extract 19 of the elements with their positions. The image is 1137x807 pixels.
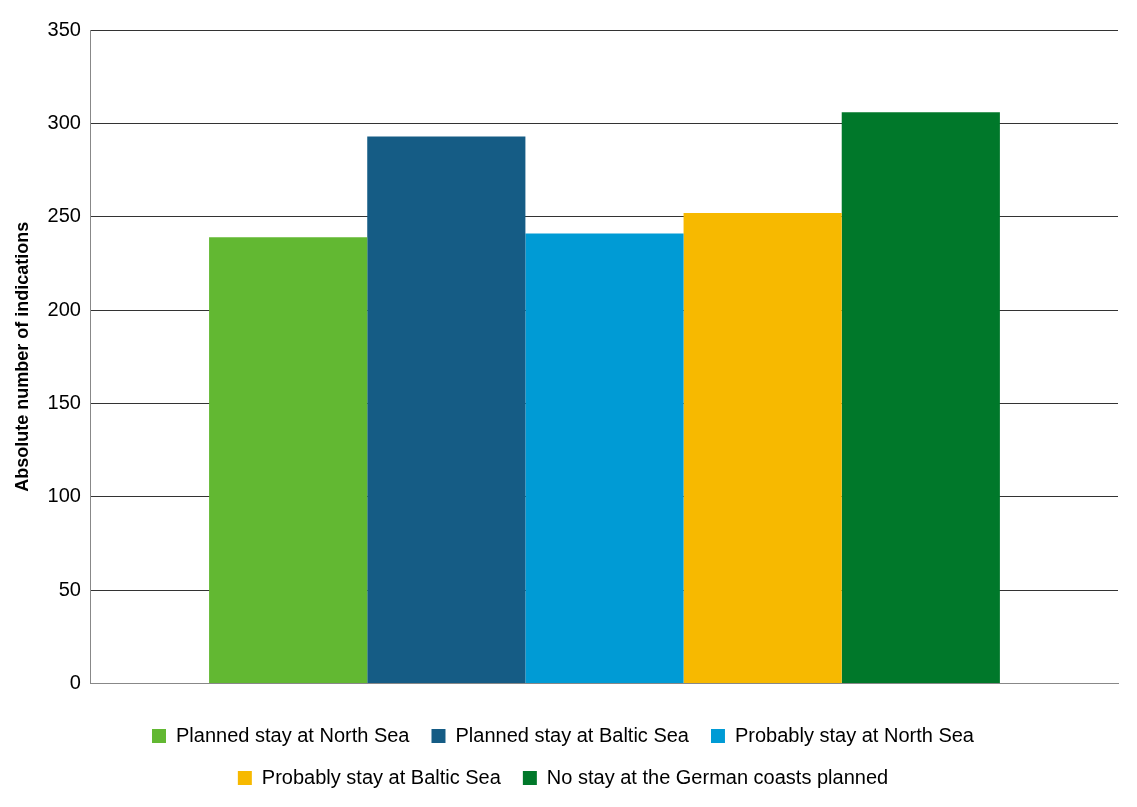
y-tick-label: 250	[47, 204, 81, 227]
y-tick-label: 100	[47, 484, 81, 507]
legend-label: Probably stay at Baltic Sea	[261, 765, 502, 788]
y-axis-title: Absolute number of indications	[11, 221, 32, 492]
legend-label: Planned stay at Baltic Sea	[455, 723, 690, 746]
bar	[209, 237, 368, 684]
y-tick-label: 300	[47, 110, 81, 133]
legend-label: Probably stay at North Sea	[734, 723, 975, 746]
y-tick-label: 150	[47, 391, 81, 413]
bar	[841, 112, 1000, 684]
bar	[683, 213, 842, 684]
y-tick-label: 200	[47, 297, 81, 320]
legend-label: No stay at the German coasts planned	[546, 765, 889, 788]
legend-label: Planned stay at North Sea	[176, 723, 411, 746]
y-tick-label: 350	[47, 17, 81, 40]
y-tick-label: 50	[58, 577, 81, 600]
bar	[525, 233, 684, 684]
y-tick-label: 0	[69, 671, 81, 694]
bar	[367, 136, 526, 684]
